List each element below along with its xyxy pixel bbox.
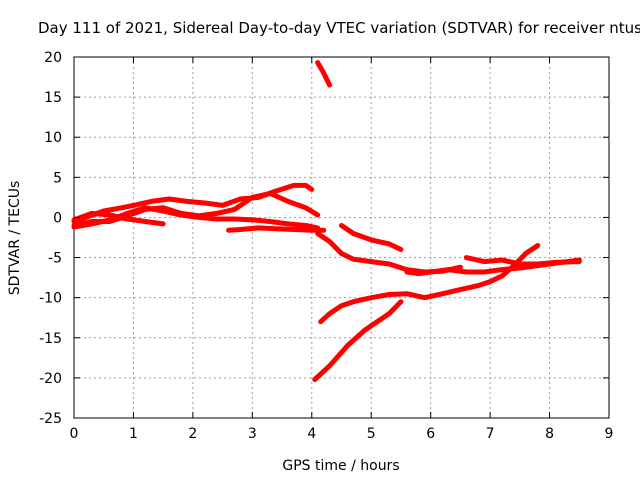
series-line-s11	[312, 299, 404, 382]
y-tick-label: -25	[39, 411, 62, 427]
series-layer	[71, 60, 582, 382]
y-axis-ticks: 20 15 10 5 0 -5 -10 -15 -20 -25	[39, 50, 609, 427]
x-axis-ticks: 0 1 2 3 4 5 6 7 8 9	[70, 57, 614, 442]
x-tick-label: 9	[605, 426, 614, 442]
x-tick-label: 0	[70, 426, 79, 442]
y-tick-label: 10	[44, 130, 62, 146]
series-line-s4	[71, 210, 166, 227]
series-line-s2	[71, 182, 315, 224]
series-line-s5	[226, 225, 327, 233]
x-tick-label: 2	[188, 426, 197, 442]
chart-title: Day 111 of 2021, Sidereal Day-to-day VTE…	[38, 19, 640, 37]
x-tick-label: 5	[367, 426, 376, 442]
y-tick-label: -15	[39, 331, 62, 347]
y-tick-label: -10	[39, 291, 62, 307]
y-axis-label: SDTVAR / TECUs	[7, 181, 23, 296]
x-tick-label: 4	[307, 426, 316, 442]
x-tick-label: 6	[426, 426, 435, 442]
x-tick-label: 8	[545, 426, 554, 442]
x-axis-label: GPS time / hours	[282, 458, 399, 474]
plot-frame	[73, 56, 610, 419]
x-tick-label: 1	[129, 426, 138, 442]
series-line-s6	[315, 231, 463, 275]
y-tick-label: -5	[48, 251, 62, 267]
y-tick-label: -20	[39, 371, 62, 387]
series-line-s10	[318, 243, 541, 325]
y-tick-label: 15	[44, 90, 62, 106]
y-tick-label: 0	[53, 210, 62, 226]
grid	[74, 57, 609, 418]
x-tick-label: 3	[248, 426, 257, 442]
series-line-s9	[463, 255, 582, 267]
y-tick-label: 5	[53, 170, 62, 186]
x-tick-label: 7	[486, 426, 495, 442]
series-line-s7	[339, 223, 404, 252]
series-line-s12	[315, 60, 333, 88]
y-tick-label: 20	[44, 50, 62, 66]
